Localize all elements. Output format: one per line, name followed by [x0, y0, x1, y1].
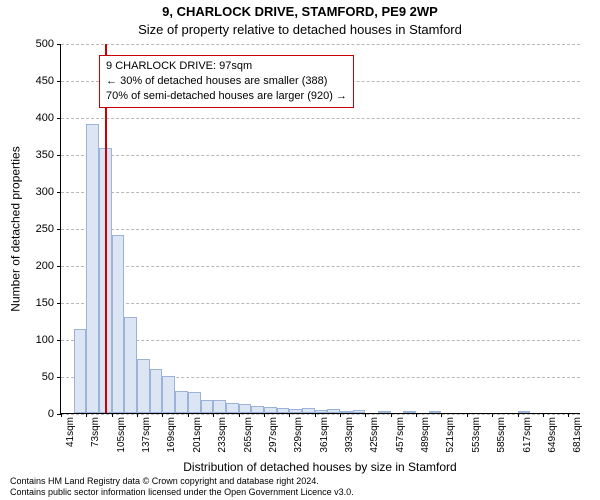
page-title: 9, CHARLOCK DRIVE, STAMFORD, PE9 2WP: [0, 4, 600, 19]
x-tick-label: 73sqm: [90, 417, 101, 447]
histogram-bar: [315, 410, 328, 413]
gridline: [61, 155, 580, 156]
histogram-bar: [213, 400, 226, 413]
histogram-bar: [86, 124, 99, 413]
x-tick-label: 201sqm: [192, 417, 203, 453]
y-tick-label: 200: [0, 260, 54, 272]
histogram-bar: [137, 359, 150, 413]
x-tick-label: 41sqm: [65, 417, 76, 447]
histogram-bar: [239, 404, 252, 413]
histogram-bar: [302, 408, 315, 413]
x-tick-label: 457sqm: [395, 417, 406, 453]
gridline: [61, 266, 580, 267]
histogram-bar: [74, 329, 87, 413]
annotation-line: ← 30% of detached houses are smaller (38…: [106, 74, 347, 89]
annotation-line: 9 CHARLOCK DRIVE: 97sqm: [106, 59, 347, 74]
footer-credits: Contains HM Land Registry data © Crown c…: [10, 476, 354, 498]
y-tick-label: 50: [0, 371, 54, 383]
y-tick-label: 350: [0, 149, 54, 161]
x-tick-label: 649sqm: [547, 417, 558, 453]
histogram-bar: [378, 411, 391, 413]
histogram-bar: [518, 411, 531, 413]
y-tick-label: 0: [0, 408, 54, 420]
y-tick-label: 500: [0, 38, 54, 50]
histogram-bar: [162, 376, 175, 413]
gridline: [61, 414, 580, 415]
x-tick-label: 169sqm: [166, 417, 177, 453]
x-tick-label: 521sqm: [445, 417, 456, 453]
histogram-bar: [277, 408, 290, 413]
histogram-bar: [251, 406, 264, 413]
x-tick-label: 425sqm: [369, 417, 380, 453]
histogram-bar: [340, 411, 353, 413]
x-tick-label: 617sqm: [522, 417, 533, 453]
x-tick-label: 361sqm: [319, 417, 330, 453]
x-tick-label: 265sqm: [243, 417, 254, 453]
histogram-bar: [112, 235, 125, 413]
gridline: [61, 44, 580, 45]
histogram-bar: [226, 403, 239, 413]
gridline: [61, 340, 580, 341]
x-tick-label: 681sqm: [572, 417, 583, 453]
y-tick-label: 400: [0, 112, 54, 124]
gridline: [61, 229, 580, 230]
x-tick-label: 553sqm: [471, 417, 482, 453]
y-tick-label: 450: [0, 75, 54, 87]
histogram-bar: [403, 411, 416, 413]
x-tick-label: 585sqm: [496, 417, 507, 453]
x-axis-label: Distribution of detached houses by size …: [60, 460, 580, 474]
x-tick-label: 105sqm: [116, 417, 127, 453]
x-tick-label: 233sqm: [217, 417, 228, 453]
histogram-bar: [353, 410, 366, 413]
y-tick-label: 250: [0, 223, 54, 235]
page-subtitle: Size of property relative to detached ho…: [0, 22, 600, 37]
histogram-bar: [150, 369, 163, 413]
y-tick-label: 150: [0, 297, 54, 309]
histogram-bar: [289, 409, 302, 413]
y-tick-label: 300: [0, 186, 54, 198]
histogram-bar: [201, 400, 214, 413]
y-tick-label: 100: [0, 334, 54, 346]
histogram-bar: [175, 391, 188, 413]
chart-plot-area: 41sqm73sqm105sqm137sqm169sqm201sqm233sqm…: [60, 44, 580, 414]
gridline: [61, 303, 580, 304]
histogram-bar: [429, 411, 442, 413]
gridline: [61, 192, 580, 193]
x-tick-label: 393sqm: [344, 417, 355, 453]
annotation-box: 9 CHARLOCK DRIVE: 97sqm← 30% of detached…: [99, 55, 354, 108]
histogram-bar: [264, 407, 277, 413]
x-tick-label: 297sqm: [268, 417, 279, 453]
x-tick-label: 489sqm: [420, 417, 431, 453]
gridline: [61, 118, 580, 119]
annotation-line: 70% of semi-detached houses are larger (…: [106, 89, 347, 104]
histogram-bar: [188, 392, 201, 413]
histogram-bar: [124, 317, 137, 413]
x-tick-label: 329sqm: [293, 417, 304, 453]
x-tick-label: 137sqm: [141, 417, 152, 453]
histogram-bar: [327, 409, 340, 413]
